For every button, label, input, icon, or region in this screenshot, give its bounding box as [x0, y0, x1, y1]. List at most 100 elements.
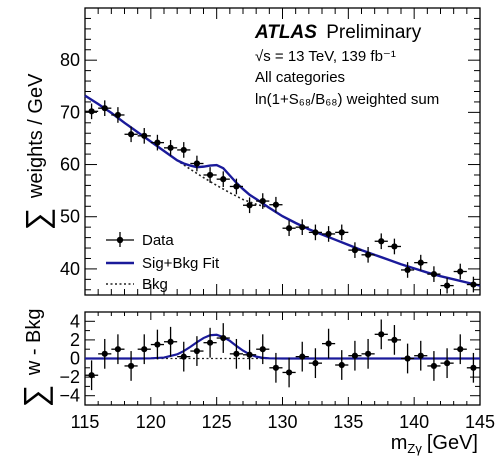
- x-label-m: m: [391, 432, 408, 454]
- main-data-point: [193, 160, 201, 167]
- main-data-point: [430, 271, 438, 278]
- x-tick-label: 135: [333, 412, 363, 432]
- residual-data-point: [167, 338, 174, 345]
- main-data-point: [233, 183, 240, 190]
- x-label-subscript: Zγ: [407, 441, 422, 456]
- atlas-label: ATLAS Preliminary: [254, 22, 422, 43]
- residual-data-point: [259, 346, 266, 353]
- main-data-point: [141, 132, 148, 139]
- x-tick-label: 140: [399, 412, 429, 432]
- main-data-point: [246, 202, 253, 209]
- residual-data-point: [114, 346, 122, 353]
- residual-data-point: [206, 339, 214, 346]
- main-data-point: [259, 197, 266, 205]
- residual-data-point: [470, 364, 477, 371]
- main-data-point: [167, 144, 174, 151]
- weighting-label: ln(1+S₆₈/B₆₈) weighted sum: [255, 91, 439, 108]
- residual-data-point: [101, 350, 108, 357]
- legend-bkg-label: Bkg: [142, 276, 168, 293]
- residual-data-point: [391, 336, 398, 343]
- atlas-preliminary: Preliminary: [326, 22, 422, 43]
- residual-y-tick-label: −4: [59, 386, 80, 406]
- residual-data-point: [154, 341, 161, 348]
- main-data-point: [220, 176, 227, 183]
- legend-sig-bkg-label: Sig+Bkg Fit: [142, 255, 220, 272]
- x-tick-label: 120: [136, 412, 166, 432]
- main-y-tick-label: 80: [60, 50, 80, 70]
- main-data-point: [272, 201, 280, 208]
- residual-data-point: [404, 355, 411, 362]
- residual-data-point: [351, 352, 359, 359]
- main-data-point: [325, 230, 332, 238]
- residual-data-point: [233, 350, 240, 357]
- residual-data-point: [272, 364, 280, 371]
- residual-data-point: [417, 352, 424, 359]
- residual-data-point: [180, 353, 187, 360]
- svg-text:∑ w - Bkg: ∑ w - Bkg: [17, 308, 53, 407]
- main-y-tick-label: 60: [60, 155, 80, 175]
- legend-data-label: Data: [142, 232, 174, 249]
- categories-label: All categories: [255, 69, 345, 86]
- main-data-point: [299, 224, 306, 231]
- residual-data-point: [338, 361, 345, 369]
- main-y-tick-label: 50: [60, 207, 80, 227]
- main-y-axis-label: ∑ weights / GeV: [19, 73, 55, 231]
- main-data-point: [206, 171, 214, 179]
- main-data-point: [417, 259, 424, 266]
- main-data-point: [351, 247, 359, 254]
- main-y-tick-label: 70: [60, 102, 80, 122]
- main-data-point: [114, 111, 122, 119]
- legend-entry-sig-bkg-fit: Sig+Bkg Fit: [106, 255, 220, 272]
- residual-data-point: [325, 340, 332, 347]
- residual-axis-ticks: [84, 311, 481, 406]
- sig-bkg-fit-curve: [84, 94, 481, 287]
- main-y-tick-label: 40: [60, 259, 80, 279]
- x-label-unit: [GeV]: [427, 432, 478, 454]
- main-data-point: [378, 238, 385, 245]
- residual-data-point: [378, 331, 385, 338]
- residual-y-axis-label: ∑ w - Bkg: [17, 308, 53, 407]
- x-tick-label: 125: [202, 412, 232, 432]
- residual-data-point: [246, 351, 253, 358]
- main-data-point: [338, 229, 345, 236]
- main-data-point: [312, 229, 319, 236]
- main-y-label-text: weights / GeV: [25, 73, 47, 199]
- main-data-point: [88, 108, 95, 115]
- residual-y-label-text: w - Bkg: [23, 308, 45, 376]
- main-data-point: [101, 105, 108, 112]
- main-data-point: [154, 139, 161, 146]
- atlas-bold: ATLAS: [254, 22, 317, 43]
- residual-data-point: [299, 353, 306, 360]
- x-tick-label: 130: [267, 412, 297, 432]
- residual-y-tick-label: 0: [70, 349, 80, 369]
- residual-y-tick-label: 2: [70, 330, 80, 350]
- residual-data-point: [443, 360, 451, 367]
- residual-y-tick-label: 4: [70, 311, 80, 331]
- main-data-point: [404, 266, 411, 274]
- main-data-point: [364, 251, 372, 258]
- residual-data-point: [127, 362, 135, 370]
- x-tick-labels: 115 120 125 130 135 140 145: [71, 412, 495, 432]
- main-data-point: [285, 225, 293, 232]
- residual-data-point: [193, 347, 201, 355]
- svg-text:∑ weights / GeV: ∑ weights / GeV: [19, 73, 55, 231]
- residual-data-point: [457, 346, 464, 353]
- residual-y-tick-label: −2: [59, 367, 80, 387]
- residual-y-label-sum: ∑: [17, 385, 53, 408]
- legend-entry-bkg: Bkg: [106, 276, 168, 293]
- legend-data-marker: [116, 236, 124, 244]
- legend-entry-data: Data: [106, 232, 174, 249]
- residual-data-points: [85, 319, 480, 391]
- x-tick-label: 145: [465, 412, 495, 432]
- residual-data-point: [88, 372, 95, 379]
- main-data-point: [457, 268, 464, 275]
- x-tick-label: 115: [71, 412, 100, 432]
- main-data-point: [127, 131, 135, 138]
- residual-data-point: [285, 369, 293, 376]
- residual-data-point: [312, 360, 319, 367]
- main-y-tick-labels: 40 50 60 70 80: [60, 50, 80, 279]
- main-data-points: [85, 100, 480, 294]
- main-data-point: [391, 243, 398, 250]
